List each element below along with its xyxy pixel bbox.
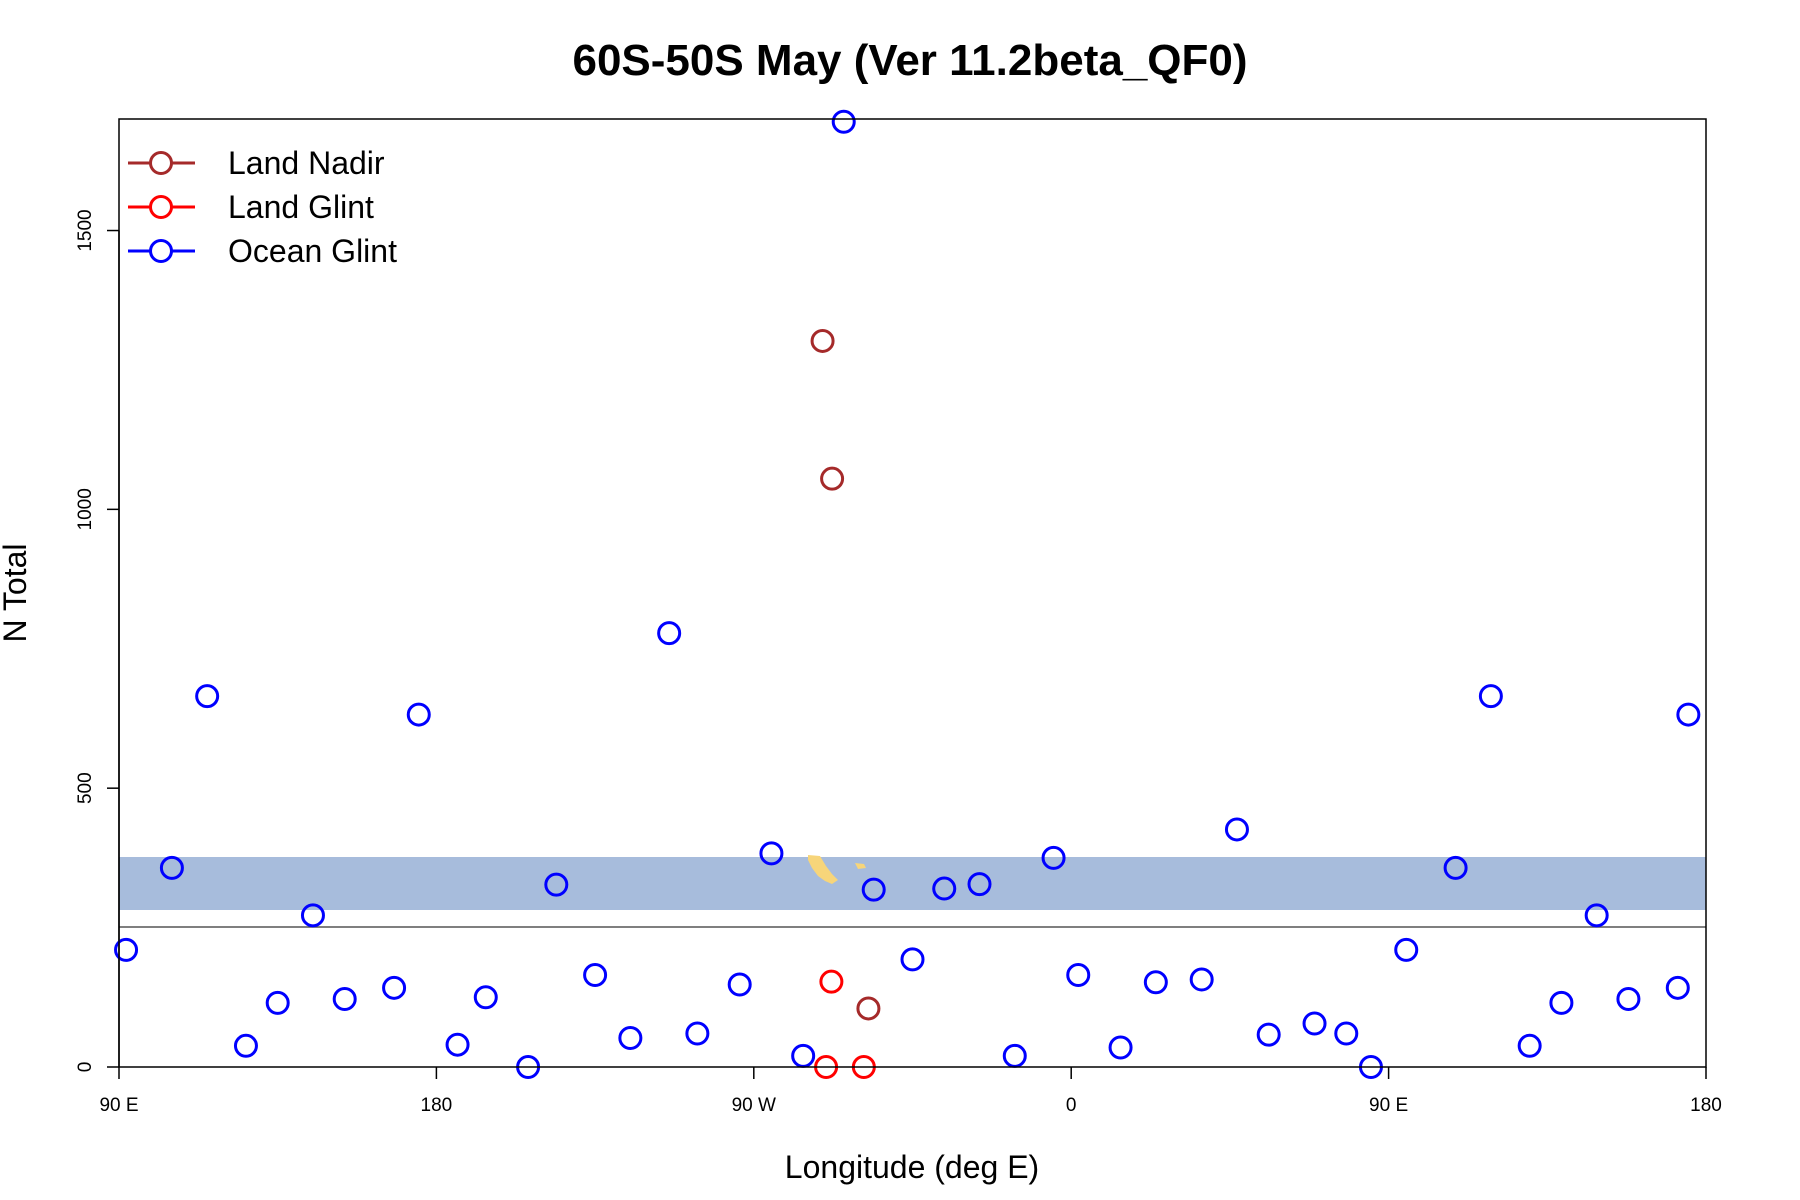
ocean-glint-point	[1066, 962, 1091, 987]
ocean-glint-point	[1616, 986, 1641, 1011]
legend-marker-land-nadir	[149, 151, 173, 175]
land-nadir-point	[820, 466, 845, 491]
ocean-glint-point	[1189, 967, 1214, 992]
ocean-glint-point	[544, 872, 569, 897]
ocean-glint-point	[1443, 855, 1468, 880]
ocean-glint-point	[967, 872, 992, 897]
ocean-glint-point	[1478, 684, 1503, 709]
map-band	[119, 855, 1706, 910]
falklands-land	[855, 863, 866, 869]
ocean-glint-point	[1584, 903, 1609, 928]
ocean-glint-point	[233, 1033, 258, 1058]
ocean-glint-point	[332, 986, 357, 1011]
ocean-glint-point	[1676, 702, 1701, 727]
ocean-glint-point	[1549, 990, 1574, 1015]
y-tick-label: 1500	[75, 209, 96, 251]
ocean-glint-point	[791, 1043, 816, 1068]
y-tick-label: 500	[75, 772, 96, 804]
y-tick-label: 1000	[75, 488, 96, 530]
land-nadir-point	[810, 328, 835, 353]
legend-marker-ocean-glint	[149, 239, 173, 263]
plot-frame	[118, 118, 1707, 1068]
legend-label-land-glint: Land Glint	[228, 189, 374, 225]
chart-title: 60S-50S May (Ver 11.2beta_QF0)	[572, 36, 1247, 85]
ocean-glint-point	[861, 877, 886, 902]
x-axis: 90 E 180 90 W 0 90 E 180	[99, 1067, 1722, 1116]
ocean-glint-point	[932, 876, 957, 901]
ocean-glint-point	[195, 684, 220, 709]
ocean-glint-point	[583, 962, 608, 987]
legend-label-ocean-glint: Ocean Glint	[228, 233, 397, 269]
legend-label-land-nadir: Land Nadir	[228, 145, 385, 181]
ocean-glint-point	[1302, 1011, 1327, 1036]
x-tick-label: 180	[421, 1095, 453, 1116]
ocean-glint-point	[727, 972, 752, 997]
ocean-glint-point	[300, 903, 325, 928]
land-glint-point	[819, 969, 844, 994]
y-axis: 0 500 1000 1500	[75, 209, 120, 1073]
legend-marker-land-glint	[149, 195, 173, 219]
ocean-glint-point	[159, 855, 184, 880]
ocean-glint-point	[900, 947, 925, 972]
x-tick-label: 0	[1066, 1095, 1077, 1116]
ocean-glint-point	[406, 702, 431, 727]
x-axis-label: Longitude (deg E)	[785, 1149, 1039, 1185]
y-axis-label: N Total	[0, 543, 33, 642]
ocean-glint-point	[831, 109, 856, 134]
ocean-glint-point	[114, 937, 139, 962]
ocean-glint-point	[1108, 1035, 1133, 1060]
y-tick-label: 0	[75, 1062, 96, 1073]
legend: Land Nadir Land Glint Ocean Glint	[128, 145, 397, 269]
ocean-glint-point	[1224, 817, 1249, 842]
ocean-glint-point	[1665, 975, 1690, 1000]
x-tick-label: 180	[1690, 1095, 1722, 1116]
ocean-glint-point	[1143, 970, 1168, 995]
south-america-land	[808, 855, 838, 884]
ocean-glint-point	[657, 621, 682, 646]
ocean-glint-point	[1394, 937, 1419, 962]
ocean-glint-point	[1041, 845, 1066, 870]
ocean-glint-point	[265, 990, 290, 1015]
ocean-glint-point	[382, 975, 407, 1000]
ocean-map-band	[119, 857, 1706, 910]
ocean-glint-point	[1517, 1033, 1542, 1058]
x-tick-label: 90 E	[1369, 1095, 1408, 1116]
ocean-glint-point	[618, 1026, 643, 1051]
ocean-glint-point	[1334, 1021, 1359, 1046]
ocean-glint-point	[1002, 1043, 1027, 1068]
ocean-glint-point	[473, 985, 498, 1010]
ocean-glint-point	[445, 1032, 470, 1057]
ocean-glint-point	[685, 1021, 710, 1046]
ocean-glint-point	[1256, 1022, 1281, 1047]
x-tick-label: 90 E	[99, 1095, 138, 1116]
land-nadir-point	[856, 996, 881, 1021]
ocean-glint-point	[759, 841, 784, 866]
x-tick-label: 90 W	[732, 1095, 776, 1116]
